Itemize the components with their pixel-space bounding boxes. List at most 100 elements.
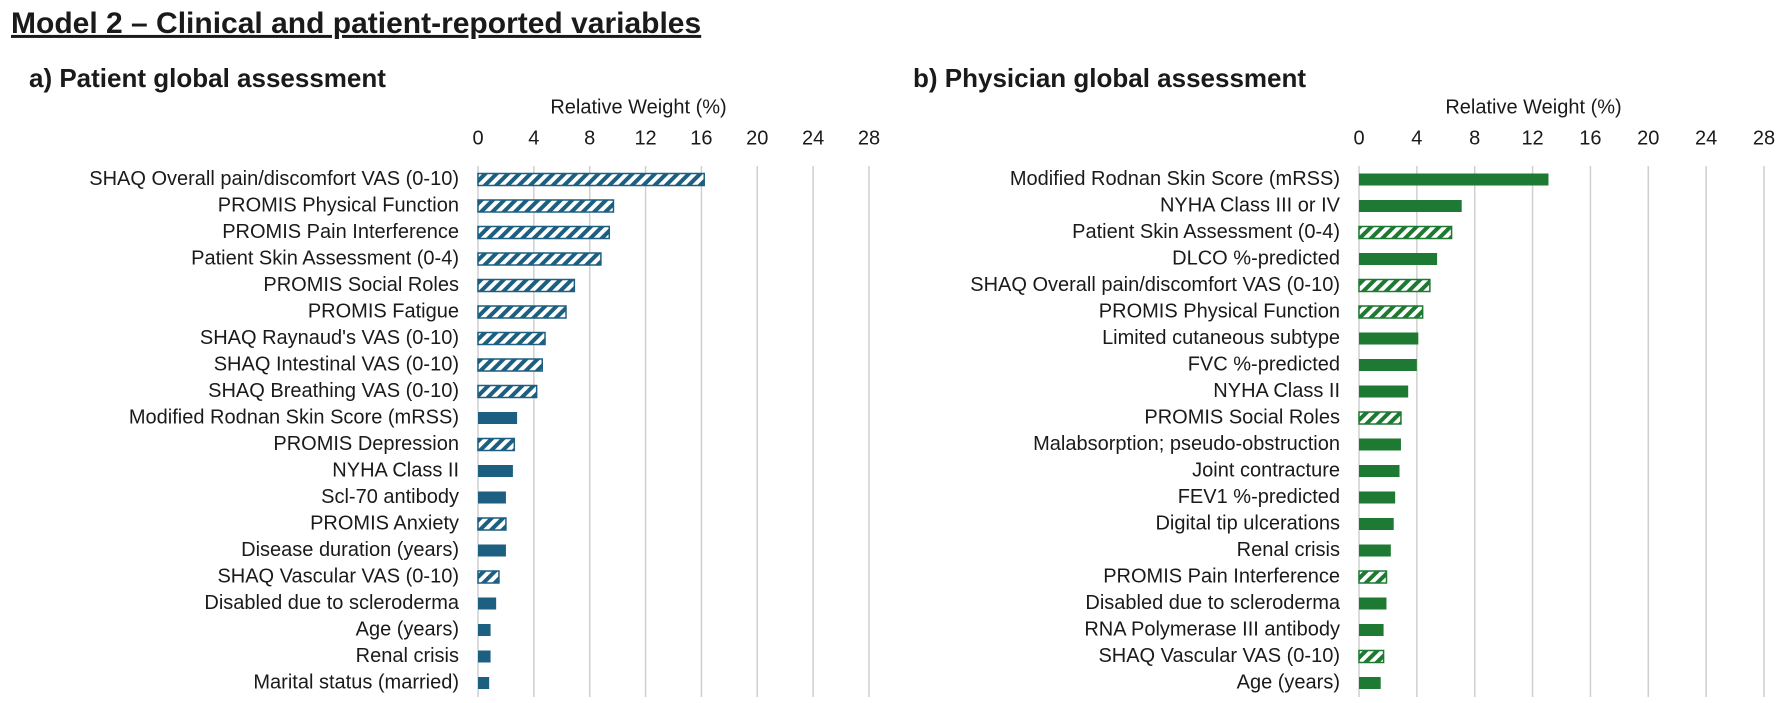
category-label: Disabled due to scleroderma [1085, 592, 1340, 614]
bar [478, 544, 506, 557]
bar [477, 437, 516, 452]
x-tick-label: 4 [528, 127, 539, 149]
category-label: Disabled due to scleroderma [204, 592, 459, 614]
category-label: Malabsorption; pseudo-obstruction [1033, 433, 1340, 455]
category-label: FEV1 %-predicted [1178, 486, 1340, 508]
chart-title: b) Physician global assessment [913, 63, 1306, 93]
bar [1358, 649, 1385, 664]
chart-title: a) Patient global assessment [29, 63, 386, 93]
bar [477, 384, 538, 399]
x-tick-label: 12 [634, 127, 656, 149]
bar [478, 650, 491, 663]
category-label: FVC %-predicted [1188, 353, 1340, 375]
category-label: Limited cutaneous subtype [1102, 327, 1340, 349]
bar [1359, 624, 1384, 636]
category-label: Joint contracture [1192, 459, 1340, 481]
category-label: Marital status (married) [253, 671, 459, 693]
category-label: DLCO %-predicted [1172, 247, 1340, 269]
category-label: PROMIS Anxiety [310, 512, 459, 534]
category-label: Disease duration (years) [241, 539, 459, 561]
x-tick-label: 0 [472, 127, 483, 149]
category-label: SHAQ Intestinal VAS (0-10) [214, 353, 459, 375]
category-label: SHAQ Overall pain/discomfort VAS (0-10) [970, 274, 1340, 296]
x-tick-label: 0 [1353, 127, 1364, 149]
category-label: PROMIS Pain Interference [1103, 565, 1340, 587]
category-label: Scl-70 antibody [321, 486, 459, 508]
x-tick-label: 8 [1469, 127, 1480, 149]
bar [477, 358, 543, 372]
bar [1358, 411, 1402, 425]
bar [1359, 597, 1387, 610]
x-tick-label: 4 [1411, 127, 1422, 149]
category-label: SHAQ Raynaud's VAS (0-10) [200, 327, 459, 349]
main-title: Model 2 – Clinical and patient-reported … [11, 7, 701, 40]
category-label: Patient Skin Assessment (0-4) [191, 247, 459, 269]
category-label: RNA Polymerase III antibody [1084, 618, 1340, 640]
category-label: Patient Skin Assessment (0-4) [1072, 221, 1340, 243]
bar [477, 278, 576, 293]
category-label: PROMIS Fatigue [308, 300, 459, 322]
bar [1358, 225, 1453, 240]
bar [477, 517, 507, 531]
bar [477, 305, 567, 319]
bar [1359, 491, 1396, 504]
category-label: Renal crisis [356, 645, 459, 667]
category-label: PROMIS Pain Interference [222, 221, 459, 243]
bar [1359, 465, 1400, 477]
x-tick-label: 16 [690, 127, 712, 149]
bar [1359, 385, 1409, 398]
x-tick-label: 24 [1695, 127, 1717, 149]
bar [1358, 278, 1431, 293]
bar [477, 199, 615, 213]
bar [477, 172, 705, 187]
bar [1359, 200, 1462, 212]
category-label: Age (years) [356, 618, 459, 640]
bar [1359, 332, 1419, 345]
category-label: SHAQ Vascular VAS (0-10) [217, 565, 459, 587]
bar [478, 597, 497, 610]
bar [477, 331, 546, 346]
category-label: SHAQ Vascular VAS (0-10) [1098, 645, 1340, 667]
category-label: NYHA Class II [1213, 380, 1340, 402]
axis-title: Relative Weight (%) [550, 96, 726, 118]
category-label: PROMIS Social Roles [1144, 406, 1340, 428]
bar [1359, 677, 1381, 689]
x-tick-label: 24 [802, 127, 824, 149]
category-label: Renal crisis [1237, 539, 1340, 561]
bar [478, 412, 518, 424]
bar [1358, 570, 1388, 584]
bar [477, 252, 602, 266]
bar [1359, 173, 1549, 186]
axis-title: Relative Weight (%) [1445, 96, 1621, 118]
x-tick-label: 8 [584, 127, 595, 149]
category-label: Modified Rodnan Skin Score (mRSS) [129, 406, 459, 428]
x-tick-label: 20 [1637, 127, 1659, 149]
bar [478, 624, 491, 636]
category-label: NYHA Class II [332, 459, 459, 481]
category-label: PROMIS Physical Function [218, 194, 459, 216]
category-label: NYHA Class III or IV [1160, 194, 1341, 216]
category-label: SHAQ Breathing VAS (0-10) [208, 380, 459, 402]
category-label: Digital tip ulcerations [1155, 512, 1340, 534]
x-tick-label: 20 [746, 127, 768, 149]
bar [478, 465, 513, 477]
x-tick-label: 28 [1753, 127, 1775, 149]
x-tick-label: 16 [1579, 127, 1601, 149]
category-label: PROMIS Physical Function [1099, 300, 1340, 322]
bar [477, 570, 500, 584]
category-label: SHAQ Overall pain/discomfort VAS (0-10) [89, 168, 459, 190]
x-tick-label: 12 [1521, 127, 1543, 149]
bar [1359, 544, 1391, 557]
category-label: Modified Rodnan Skin Score (mRSS) [1010, 168, 1340, 190]
bar [1359, 438, 1401, 451]
bar [1358, 305, 1424, 319]
bar [1359, 518, 1394, 530]
bar [478, 491, 506, 504]
x-tick-label: 28 [858, 127, 880, 149]
bar [1359, 359, 1417, 371]
bar [478, 677, 490, 689]
bar [1359, 253, 1438, 265]
bar [477, 225, 611, 240]
category-label: PROMIS Social Roles [263, 274, 459, 296]
